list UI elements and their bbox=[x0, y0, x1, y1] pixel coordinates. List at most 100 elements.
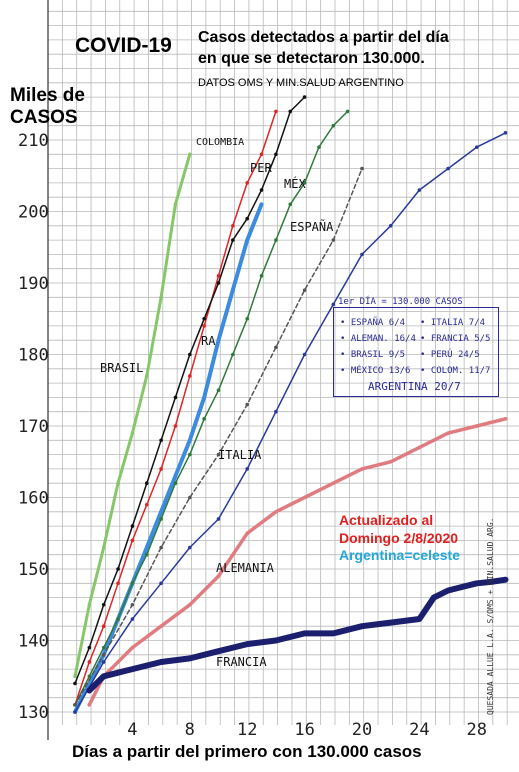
data-point-italia bbox=[188, 545, 192, 550]
series-label-francia: FRANCIA bbox=[216, 655, 267, 669]
data-point-mexico bbox=[245, 316, 249, 321]
data-point-alemania bbox=[245, 531, 249, 536]
y-tick-label: 200 bbox=[18, 203, 49, 223]
data-point-espana bbox=[331, 238, 336, 242]
data-point-francia bbox=[331, 631, 336, 636]
data-point-argentina bbox=[245, 238, 249, 242]
series-label-argentina: RA bbox=[201, 334, 216, 348]
data-point-alemania bbox=[503, 417, 508, 421]
data-point-francia bbox=[188, 656, 192, 661]
data-point-francia bbox=[302, 631, 307, 636]
data-point-espana bbox=[245, 402, 249, 407]
series-line-peru bbox=[74, 96, 306, 685]
data-point-peru bbox=[274, 152, 278, 157]
data-point-italia bbox=[245, 467, 249, 471]
chart-series bbox=[73, 95, 509, 714]
y-tick-label: 150 bbox=[18, 560, 49, 580]
axis-ticks: 130 140 150 160 170 180 190 200 210 4 8 12 16 20 24 28 bbox=[18, 131, 487, 740]
data-point-colombia bbox=[202, 324, 206, 328]
data-point-francia bbox=[130, 667, 135, 671]
data-point-argentina bbox=[202, 395, 206, 400]
series-line-italia bbox=[74, 132, 507, 713]
argentina-color-note: Argentina=celeste bbox=[339, 547, 460, 563]
data-point-mexico bbox=[116, 617, 120, 621]
series-line-espana bbox=[74, 167, 363, 706]
data-point-argentina bbox=[159, 510, 163, 514]
data-point-peru bbox=[173, 395, 178, 400]
x-tick-label: 24 bbox=[409, 720, 429, 740]
data-point-italia bbox=[475, 145, 479, 149]
data-point-argentina bbox=[144, 545, 149, 550]
data-point-espana bbox=[130, 602, 135, 607]
series-label-brasil: BRASIL bbox=[100, 361, 143, 375]
legend-entry-brasil: • BRASIL 9/5 bbox=[340, 350, 406, 360]
data-point-peru bbox=[302, 95, 307, 99]
data-point-brasil bbox=[159, 295, 163, 300]
data-point-peru bbox=[245, 216, 249, 221]
series-label-colombia: COLOMBIA bbox=[196, 137, 244, 148]
data-point-brasil bbox=[101, 545, 106, 550]
y-axis-label-line2: CASOS bbox=[10, 107, 78, 128]
data-point-colombia bbox=[130, 538, 135, 543]
data-point-italia bbox=[274, 409, 278, 414]
data-point-francia bbox=[360, 624, 364, 628]
data-point-mexico bbox=[188, 452, 192, 457]
x-tick-label: 12 bbox=[237, 720, 257, 740]
data-point-colombia bbox=[116, 581, 120, 586]
data-point-peru bbox=[116, 567, 120, 571]
data-point-colombia bbox=[144, 502, 149, 507]
data-point-alemania bbox=[274, 510, 278, 514]
y-tick-label: 180 bbox=[18, 346, 49, 366]
data-point-mexico bbox=[144, 552, 149, 557]
data-point-mexico bbox=[159, 517, 163, 521]
data-point-brasil bbox=[188, 152, 192, 157]
legend-entry-colombia: • COLOM. 11/7 bbox=[420, 366, 491, 376]
legend-entry-francia: • FRANCIA 5/5 bbox=[420, 334, 491, 344]
y-tick-label: 140 bbox=[18, 632, 49, 652]
data-point-peru bbox=[259, 188, 264, 192]
legend-entry-alemania: • ALEMAN. 16/4 bbox=[340, 334, 416, 344]
legend-entry-mexico: • MÉXICO 13/6 bbox=[340, 366, 411, 376]
series-line-francia bbox=[86, 576, 509, 694]
data-point-brasil bbox=[144, 374, 149, 378]
data-point-mexico bbox=[231, 352, 235, 357]
data-point-italia bbox=[503, 131, 508, 135]
data-point-colombia bbox=[216, 274, 221, 278]
data-point-italia bbox=[159, 581, 163, 586]
data-point-alemania bbox=[388, 459, 393, 464]
data-point-mexico bbox=[288, 202, 293, 207]
data-point-colombia bbox=[231, 224, 235, 228]
data-point-argentina bbox=[188, 438, 192, 443]
data-point-italia bbox=[216, 517, 221, 521]
data-point-mexico bbox=[173, 481, 178, 486]
update-note-line2: Domingo 2/8/2020 bbox=[339, 530, 459, 546]
update-note-line1: Actualizado al bbox=[339, 512, 434, 528]
data-point-mexico bbox=[101, 645, 106, 650]
series-line-brasil bbox=[73, 152, 192, 678]
data-point-italia bbox=[388, 224, 393, 228]
data-point-alemania bbox=[475, 424, 479, 428]
data-point-espana bbox=[73, 703, 77, 707]
data-point-colombia bbox=[101, 624, 106, 628]
data-point-espana bbox=[159, 545, 163, 550]
data-point-italia bbox=[446, 166, 450, 171]
data-point-peru bbox=[231, 238, 235, 242]
series-label-peru: PER bbox=[250, 161, 272, 175]
x-tick-label: 20 bbox=[352, 720, 372, 740]
series-line-alemania bbox=[87, 417, 508, 707]
data-point-francia bbox=[274, 638, 278, 643]
data-point-italia bbox=[302, 352, 307, 357]
data-point-colombia bbox=[173, 424, 178, 428]
data-point-brasil bbox=[116, 481, 120, 486]
data-point-francia bbox=[388, 620, 393, 625]
data-point-peru bbox=[73, 681, 77, 686]
data-point-francia bbox=[101, 674, 106, 679]
data-point-peru bbox=[288, 109, 293, 114]
x-axis-label: Días a partir del primero con 130.000 ca… bbox=[72, 742, 422, 761]
data-point-peru bbox=[202, 316, 206, 321]
data-point-argentina bbox=[216, 338, 221, 343]
series-line-mexico bbox=[74, 110, 349, 706]
data-point-brasil bbox=[87, 602, 92, 607]
data-point-peru bbox=[216, 281, 221, 285]
y-tick-label: 190 bbox=[18, 274, 49, 294]
